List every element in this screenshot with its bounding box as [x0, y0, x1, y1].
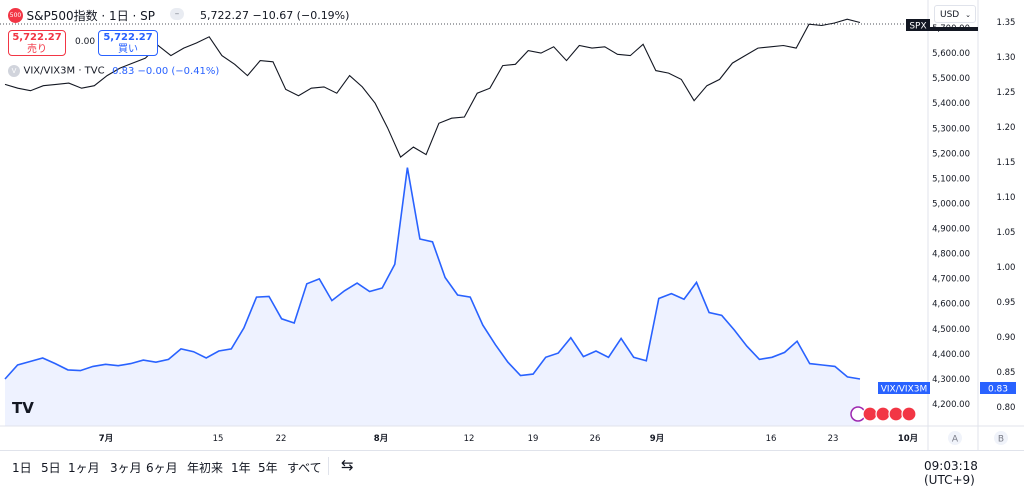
toolbar-divider — [328, 457, 329, 475]
x-tick-label: 26 — [590, 434, 601, 444]
flag-icon[interactable] — [863, 407, 877, 421]
sell-label: 売り — [9, 44, 65, 56]
flag-icon[interactable] — [876, 407, 890, 421]
right-tick-label: 1.00 — [997, 263, 1016, 273]
chevron-down-icon: ⌄ — [965, 6, 971, 24]
x-tick-label: 9月 — [650, 434, 664, 444]
right-tick-label: 1.30 — [997, 53, 1016, 63]
timeframe-3m[interactable]: 3ヶ月 — [110, 459, 142, 476]
x-tick-label: 23 — [828, 434, 839, 444]
timeframe-5y[interactable]: 5年 — [258, 459, 278, 476]
right-tick-label: 1.10 — [997, 193, 1016, 203]
left-tick-label: 5,400.00 — [932, 99, 970, 109]
x-tick-label: 7月 — [99, 434, 113, 444]
date-range-icon[interactable]: ⇆ — [341, 456, 354, 474]
left-tick-label: 4,500.00 — [932, 325, 970, 335]
sell-button[interactable]: 5,722.27 売り — [8, 30, 66, 56]
left-tick-label: 4,200.00 — [932, 400, 970, 410]
left-tick-label: 5,600.00 — [932, 49, 970, 59]
left-tick-label: 5,100.00 — [932, 174, 970, 184]
tradingview-logo[interactable]: TV — [12, 399, 34, 417]
timeframe-1y[interactable]: 1年 — [231, 459, 251, 476]
buy-price: 5,722.27 — [99, 32, 157, 44]
buy-label: 買い — [99, 44, 157, 56]
legend-more-icon[interactable]: – — [170, 8, 184, 20]
left-tick-label: 5,000.00 — [932, 200, 970, 210]
x-tick-label: 22 — [276, 434, 287, 444]
timeframe-1d[interactable]: 1日 — [12, 459, 32, 476]
x-tick-label: 16 — [766, 434, 777, 444]
sell-price: 5,722.27 — [9, 32, 65, 44]
left-tick-label: 4,600.00 — [932, 300, 970, 310]
left-tick-label: 4,900.00 — [932, 225, 970, 235]
price-axis-right[interactable]: 1.35 1.30 1.25 1.20 1.15 1.10 1.05 1.00 0.95 0.90… — [997, 18, 1016, 413]
x-tick-label: 10月 — [898, 434, 918, 444]
price-axis-left[interactable]: 5,700.005,600.005,500.005,400.005,300.00… — [932, 24, 970, 410]
timeframe-6m[interactable]: 6ヶ月 — [146, 459, 178, 476]
symbol-title[interactable]: S&P500指数 · 1日 · SP — [27, 9, 156, 23]
right-tick-label: 0.85 — [997, 368, 1016, 378]
right-tick-label: 1.35 — [997, 18, 1016, 28]
svg-text:0.83: 0.83 — [988, 385, 1008, 395]
currency-select[interactable]: USD ⌄ — [934, 5, 976, 23]
right-tick-label: 0.80 — [997, 403, 1016, 413]
legend-indicator[interactable]: V VIX/VIX3M · TVC 0.83 −0.00 (−0.41%) — [8, 64, 219, 77]
timeframe-5d[interactable]: 5日 — [41, 459, 61, 476]
svg-text:SPX: SPX — [909, 22, 926, 32]
left-tick-label: 4,800.00 — [932, 250, 970, 260]
right-tick-label: 1.25 — [997, 88, 1016, 98]
buy-button[interactable]: 5,722.27 買い — [98, 30, 158, 56]
x-tick-label: 8月 — [374, 434, 388, 444]
svg-text:A: A — [952, 435, 959, 445]
time-axis[interactable]: 7月 15 22 8月 12 19 26 9月 16 23 10月 — [99, 434, 918, 444]
right-tick-label: 1.05 — [997, 228, 1016, 238]
indicator-name[interactable]: VIX/VIX3M · TVC — [24, 66, 105, 77]
symbol-logo: 500 — [8, 8, 23, 23]
svg-text:VIX/VIX3M: VIX/VIX3M — [881, 385, 927, 395]
left-tick-label: 5,300.00 — [932, 124, 970, 134]
right-tick-label: 1.15 — [997, 158, 1016, 168]
x-tick-label: 15 — [213, 434, 224, 444]
legend-main[interactable]: 500 S&P500指数 · 1日 · SP — [8, 7, 155, 24]
indicator-logo: V — [8, 65, 20, 77]
x-tick-label: 12 — [464, 434, 475, 444]
timeframe-all[interactable]: すべて — [287, 459, 322, 476]
right-tick-label: 0.95 — [997, 298, 1016, 308]
svg-text:TV: TV — [12, 399, 34, 417]
left-tick-label: 5,500.00 — [932, 74, 970, 84]
right-tick-label: 0.90 — [997, 333, 1016, 343]
svg-text:B: B — [998, 435, 1004, 445]
spread-value: 0.00 — [75, 37, 95, 47]
flag-icon[interactable] — [889, 407, 903, 421]
event-markers[interactable] — [851, 407, 916, 421]
vix-area-fill — [5, 168, 860, 426]
timeframe-1m[interactable]: 1ヶ月 — [68, 459, 100, 476]
left-tick-label: 4,400.00 — [932, 350, 970, 360]
x-tick-label: 19 — [528, 434, 539, 444]
left-tick-label: 4,300.00 — [932, 375, 970, 385]
left-tick-label: 4,700.00 — [932, 275, 970, 285]
timeframe-ytd[interactable]: 年初来 — [187, 459, 223, 476]
flag-icon[interactable] — [902, 407, 916, 421]
right-tick-label: 1.20 — [997, 123, 1016, 133]
indicator-values: 0.83 −0.00 (−0.41%) — [112, 66, 219, 77]
price-change: 5,722.27 −10.67 (−0.19%) — [200, 9, 349, 22]
bottom-toolbar: 1日 5日 1ヶ月 3ヶ月 6ヶ月 年初来 1年 5年 すべて ⇆ 09:03:… — [0, 450, 1024, 484]
left-tick-label: 5,200.00 — [932, 149, 970, 159]
